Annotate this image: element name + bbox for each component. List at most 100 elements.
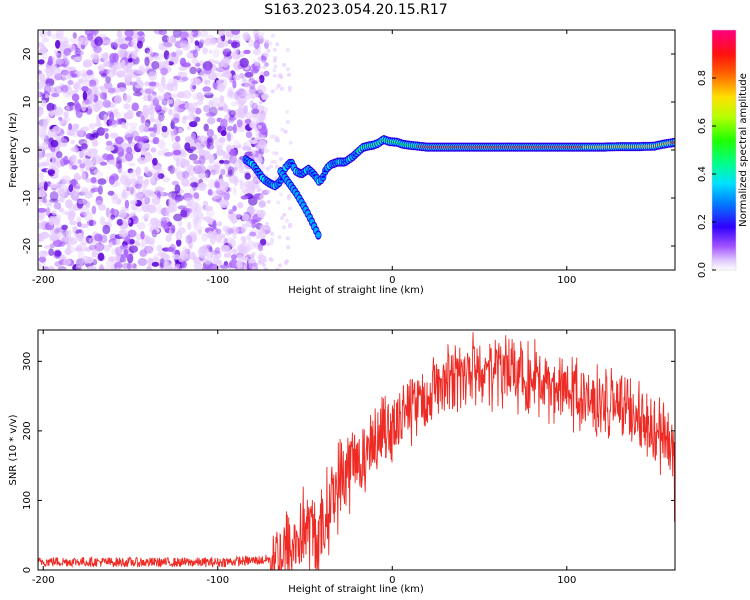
noise-blob xyxy=(169,167,178,174)
noise-blob xyxy=(153,165,162,172)
noise-blob xyxy=(71,165,78,170)
noise-blob xyxy=(129,239,135,245)
noise-blob xyxy=(229,154,237,164)
noise-blob xyxy=(134,192,144,200)
noise-blob xyxy=(222,152,229,157)
noise-blob xyxy=(165,235,172,242)
noise-blob xyxy=(272,134,277,139)
noise-blob xyxy=(161,35,170,43)
y-tick-label: -10 xyxy=(22,190,33,206)
noise-blob xyxy=(52,125,62,135)
noise-blob xyxy=(44,152,55,158)
noise-blob xyxy=(110,214,116,220)
noise-blob xyxy=(61,210,70,215)
noise-blob xyxy=(54,250,62,257)
noise-blob xyxy=(185,234,193,244)
noise-blob xyxy=(251,80,258,85)
noise-blob xyxy=(43,181,48,192)
noise-blob xyxy=(86,108,93,114)
noise-blob xyxy=(124,130,135,138)
noise-blob xyxy=(47,109,56,116)
noise-blob xyxy=(77,159,82,165)
noise-blob xyxy=(244,262,253,270)
colorbar-label: Normalized spectral amplitude xyxy=(738,73,749,227)
noise-blob xyxy=(82,61,92,68)
noise-blob xyxy=(177,91,185,99)
noise-blob xyxy=(244,118,252,125)
noise-blob xyxy=(280,216,284,221)
noise-blob xyxy=(148,71,158,81)
noise-blob xyxy=(100,234,108,244)
noise-blob xyxy=(38,222,43,230)
noise-blob xyxy=(139,249,148,257)
x-tick-label: 100 xyxy=(557,275,576,286)
noise-blob xyxy=(99,92,107,100)
noise-blob xyxy=(121,218,132,224)
noise-blob xyxy=(233,47,240,55)
noise-blob xyxy=(40,44,47,54)
noise-blob xyxy=(244,181,253,191)
noise-blob xyxy=(251,108,260,115)
noise-blob xyxy=(108,256,116,262)
noise-blob xyxy=(268,41,273,46)
noise-blob xyxy=(236,88,245,96)
noise-blob xyxy=(97,252,105,261)
noise-blob xyxy=(43,84,52,94)
noise-blob xyxy=(128,122,138,127)
noise-blob xyxy=(271,151,276,156)
noise-blob xyxy=(43,122,48,132)
noise-blob xyxy=(248,86,257,95)
noise-blob xyxy=(160,190,165,197)
colorbar-frame xyxy=(711,29,737,271)
noise-blob xyxy=(71,127,80,138)
noise-blob xyxy=(67,102,75,107)
noise-blob xyxy=(199,39,205,45)
noise-blob xyxy=(163,223,170,232)
noise-blob xyxy=(97,185,103,195)
noise-blob xyxy=(129,81,138,86)
noise-blob xyxy=(104,132,109,140)
noise-blob xyxy=(81,255,90,264)
noise-blob xyxy=(83,211,93,222)
noise-blob xyxy=(109,111,115,122)
noise-blob xyxy=(45,76,51,83)
noise-blob xyxy=(169,164,175,175)
noise-blob xyxy=(143,126,151,133)
noise-blob xyxy=(54,58,65,65)
noise-blob xyxy=(50,236,58,242)
noise-blob xyxy=(137,31,145,37)
noise-blob xyxy=(203,104,211,113)
noise-blob xyxy=(123,93,132,104)
noise-blob xyxy=(199,30,209,38)
snr-y-ticks: 0 100 200 300 xyxy=(22,352,675,573)
noise-blob xyxy=(270,237,275,242)
noise-blob xyxy=(99,85,106,91)
noise-blob xyxy=(63,48,72,56)
noise-blob xyxy=(233,108,243,119)
noise-blob xyxy=(38,70,43,75)
noise-blob xyxy=(164,152,174,157)
noise-blob xyxy=(254,33,259,42)
noise-blob xyxy=(167,98,174,105)
noise-blob xyxy=(261,148,270,154)
noise-blob xyxy=(275,267,280,270)
noise-blob xyxy=(161,98,168,106)
noise-blob xyxy=(195,107,202,115)
noise-blob xyxy=(283,261,288,265)
noise-blob xyxy=(69,37,80,43)
noise-blob xyxy=(170,266,178,270)
noise-blob xyxy=(116,70,126,78)
noise-blob xyxy=(270,159,275,164)
noise-blob xyxy=(202,86,211,93)
noise-blob xyxy=(118,209,127,219)
noise-blob xyxy=(248,231,257,237)
noise-blob xyxy=(65,199,73,209)
noise-blob xyxy=(59,133,65,142)
noise-blob xyxy=(241,213,250,222)
noise-blob xyxy=(232,167,238,172)
noise-blob xyxy=(55,52,63,59)
noise-blob xyxy=(215,67,226,72)
noise-blob xyxy=(108,159,116,165)
noise-blob xyxy=(215,169,220,175)
